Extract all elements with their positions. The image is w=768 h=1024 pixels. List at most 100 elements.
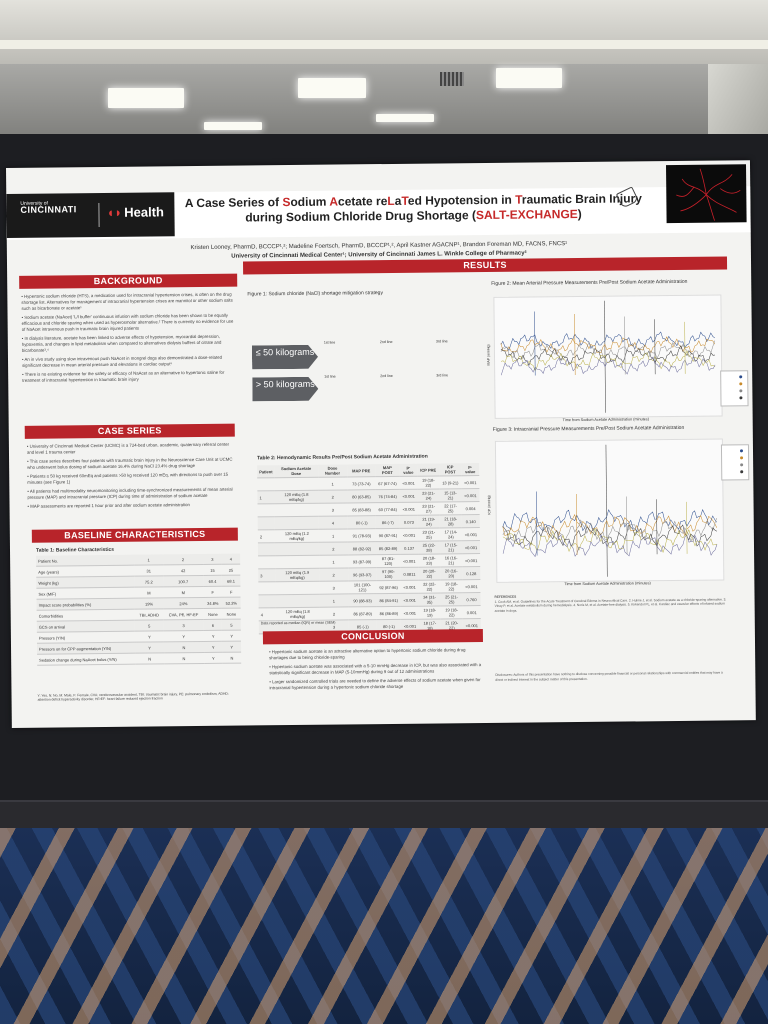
table-cell bbox=[257, 542, 276, 556]
figure2-caption: Figure 2: Mean Arterial Pressure Measure… bbox=[491, 278, 688, 287]
table-cell: 22 (17-25) bbox=[439, 501, 462, 515]
table-cell: 2 bbox=[318, 489, 348, 504]
table-cell: M bbox=[163, 586, 204, 598]
table-cell: 86 (87-89) bbox=[348, 606, 377, 620]
table-cell: M bbox=[134, 586, 164, 599]
title-fragment: A Case Series of bbox=[184, 195, 283, 211]
strategy-line-label: 1st line bbox=[324, 374, 336, 379]
table-cell: 97 (90-100) bbox=[376, 567, 401, 581]
table-cell: 20 (16-20) bbox=[440, 566, 463, 580]
table-cell: 60 (77-84) bbox=[375, 502, 400, 516]
table-cell: 17 (14-24) bbox=[439, 527, 462, 541]
strategy-line-label: 3rd line bbox=[435, 339, 448, 344]
table-cell: <0.001 bbox=[461, 540, 481, 554]
table-cell: 1 bbox=[257, 490, 275, 504]
table-cell: 86 (84-91) bbox=[376, 593, 401, 607]
table-cell: 3 bbox=[203, 553, 222, 565]
table-header-cell: MAP POST bbox=[375, 463, 400, 477]
table-cell: F bbox=[221, 586, 241, 598]
table-cell: Y bbox=[203, 641, 223, 653]
patient-trace-line bbox=[500, 345, 716, 366]
case-series-bullet: • All patients had multimodality neuromo… bbox=[27, 486, 233, 500]
table-cell: 25 (22-28) bbox=[418, 540, 440, 555]
background-bullet: • Hypertonic sodium chloride (HTS), a me… bbox=[21, 291, 233, 311]
conclusion-banner: CONCLUSION bbox=[262, 629, 483, 645]
table-cell: 1 bbox=[319, 593, 349, 608]
table-header-cell: MAP PRE bbox=[347, 464, 376, 477]
patient-trace-line bbox=[502, 517, 717, 543]
table-cell: 2 bbox=[162, 553, 204, 565]
case-series-bullet: • MAP assessments are reported 1 hour pr… bbox=[27, 502, 190, 509]
table-cell: 20 (20-22) bbox=[418, 566, 441, 581]
table-cell: <0.001 bbox=[399, 502, 418, 516]
table-cell: N bbox=[222, 652, 242, 664]
table-header-cell: p-value bbox=[461, 463, 480, 476]
table-cell: 13 (9-21) bbox=[439, 475, 462, 489]
table-cell: None bbox=[203, 608, 223, 620]
disclosures: Disclosures: Authors of this presentatio… bbox=[495, 670, 723, 682]
table-cell: 73 (73-74) bbox=[347, 476, 376, 490]
map-chart bbox=[493, 294, 723, 419]
table-row: Sedation change during NaAcet bolus (Y/N… bbox=[37, 652, 242, 666]
table-cell: <0.001 bbox=[400, 580, 419, 594]
background-bullet: • An in vivo study using slow intravenou… bbox=[21, 354, 223, 368]
ceiling-light bbox=[204, 122, 262, 130]
table-cell: None bbox=[222, 608, 241, 620]
table-cell: 2 bbox=[318, 567, 349, 582]
arrow-under-50kg: ≤ 50 kilograms bbox=[252, 345, 318, 370]
conclusion-bullet: • Hypertonic sodium acetate is an attrac… bbox=[269, 647, 466, 661]
strategy-line-label: 3rd line bbox=[436, 373, 449, 378]
table-cell: 19 (18-22) bbox=[417, 475, 440, 490]
table-cell: 85 (82-89) bbox=[375, 541, 401, 555]
ceiling-light bbox=[496, 68, 562, 88]
title-fragment: during Sodium Chloride Drug Shortage ( bbox=[245, 208, 477, 225]
trace-spike bbox=[534, 311, 536, 376]
table-cell: 3 bbox=[318, 502, 348, 517]
trace-spike bbox=[656, 499, 658, 555]
title-fragment: cetate re bbox=[337, 194, 388, 209]
table-cell: <0.001 bbox=[400, 593, 419, 607]
table-cell: 1 bbox=[317, 476, 348, 491]
table-cell: 1 bbox=[318, 554, 349, 569]
table-cell: 80 (63-85) bbox=[347, 489, 376, 503]
patient-trace-line bbox=[500, 340, 716, 361]
table-cell: 120 mEq (1.2 mEq/kg) bbox=[275, 529, 319, 543]
figure1-strategy-columns: 1st line 1st line 2nd line 2nd line 3rd line… bbox=[324, 339, 489, 405]
background-bullet: • Sodium acetate (NaAcet) 'L/l buffer' c… bbox=[21, 312, 234, 332]
table-cell: 75.2 bbox=[134, 575, 164, 588]
table-header-cell: Dose Number bbox=[317, 464, 348, 478]
table-cell bbox=[258, 581, 276, 595]
conclusion-bullet: • Larger randomized controlled trials ar… bbox=[269, 677, 481, 691]
table-cell: <0.001 bbox=[399, 476, 418, 490]
ceiling-light-strip bbox=[0, 40, 768, 49]
table-cell: 4 bbox=[318, 515, 348, 530]
table-cell: 19 (18-22) bbox=[440, 579, 463, 593]
table-cell: <0.001 bbox=[462, 553, 481, 567]
table-cell: 120 mEq (1.8 mEq/kg) bbox=[275, 607, 320, 621]
table-cell: <0.001 bbox=[400, 554, 419, 568]
table2-caption: Table 2: Hemodynamic Results Pre/Post So… bbox=[257, 453, 428, 462]
table-cell: 19 (18-22) bbox=[440, 605, 463, 619]
table-cell: 3 bbox=[258, 568, 276, 582]
trace-spike bbox=[686, 501, 688, 554]
table-cell: 0.760 bbox=[462, 592, 481, 606]
table-cell: 23 (21-24) bbox=[417, 488, 440, 503]
title-fragment: A bbox=[329, 194, 339, 209]
table-cell: 67 (67-74) bbox=[375, 476, 400, 490]
table-cell: <0.001 bbox=[461, 488, 480, 502]
uc-wordmark: University of CINCINNATI bbox=[20, 200, 77, 215]
table-cell bbox=[275, 581, 320, 595]
table-cell: 34 (31-35) bbox=[418, 592, 441, 607]
table-cell: 1 bbox=[134, 554, 163, 566]
table-cell bbox=[275, 516, 319, 530]
table-cell: CVA, PE, HF-EF bbox=[163, 608, 204, 620]
table-cell: 100.7 bbox=[162, 575, 204, 587]
figure3-ylabel: ICP (mmHg) bbox=[487, 495, 492, 515]
hemodynamic-table: Patient Sodium Acetate Dose Dose Number MAP… bbox=[257, 463, 481, 634]
conclusion-bullet: • Hypertonic sodium acetate was associat… bbox=[269, 662, 482, 676]
trace-spike bbox=[684, 321, 686, 374]
table-cell: Y bbox=[135, 641, 164, 654]
table-cell: 0.0811 bbox=[400, 567, 419, 581]
table-header-cell: Sodium Acetate Dose bbox=[274, 464, 318, 478]
table-cell: 0.140 bbox=[461, 514, 480, 528]
